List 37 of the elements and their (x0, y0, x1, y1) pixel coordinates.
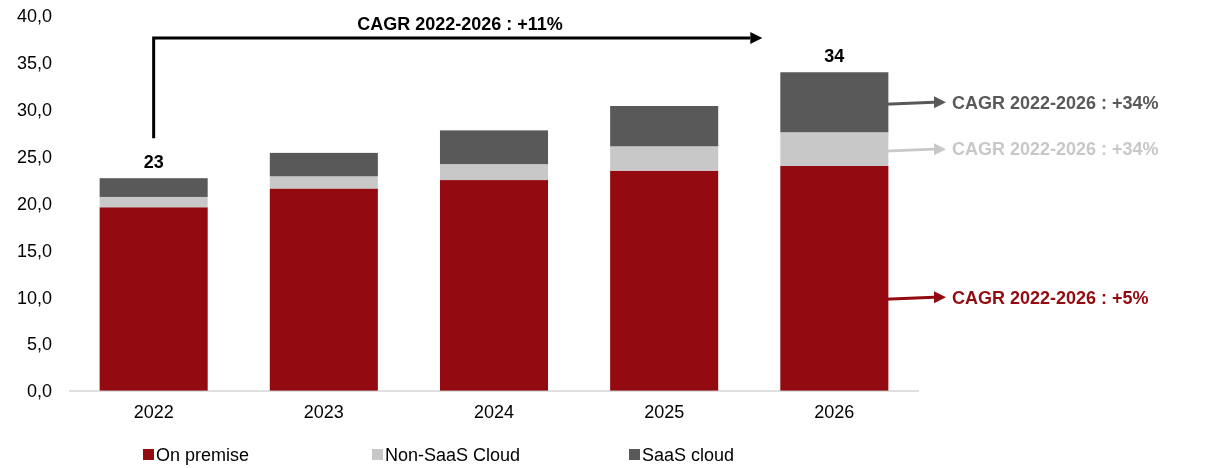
legend-label: SaaS cloud (642, 445, 735, 466)
text: CAGR 2022-2026 : +34% (952, 92, 1159, 113)
bar (780, 132, 889, 166)
bar (780, 72, 889, 133)
bar (439, 180, 549, 391)
y-tick-label: 30,0 (16, 100, 52, 121)
y-tick-label: 5,0 (26, 334, 52, 355)
bar (610, 106, 719, 147)
y-tick-label: 35,0 (16, 53, 52, 74)
bar (99, 207, 208, 391)
x-tick-label: 2023 (303, 402, 344, 422)
bar (610, 146, 719, 171)
y-tick-label: 25,0 (16, 146, 52, 167)
bar (610, 170, 719, 391)
bar (99, 178, 208, 197)
total-label: 34 (824, 46, 845, 67)
bar (269, 176, 378, 189)
annotation: CAGR 2022-2026 : +11% (357, 14, 563, 34)
x-tick-label: 2026 (814, 402, 855, 422)
x-tick-label: 2022 (133, 402, 174, 422)
text: CAGR 2022-2026 : +5% (952, 287, 1149, 308)
bar (269, 188, 378, 391)
x-tick-label: 2025 (644, 402, 685, 422)
bar (439, 164, 549, 181)
bar (780, 166, 889, 391)
y-tick-label: 0,0 (26, 381, 52, 402)
bar (99, 196, 208, 208)
y-tick-label: 40,0 (16, 6, 52, 27)
legend-label: On premise (156, 445, 250, 466)
y-tick-label: 20,0 (16, 193, 52, 214)
y-tick-label: 10,0 (16, 287, 52, 308)
total-label: 23 (143, 152, 164, 173)
bar (439, 130, 549, 165)
y-tick-label: 15,0 (16, 240, 52, 261)
legend-label: Non-SaaS Cloud (385, 445, 521, 466)
bar (269, 152, 378, 177)
x-tick-label: 2024 (473, 402, 515, 422)
